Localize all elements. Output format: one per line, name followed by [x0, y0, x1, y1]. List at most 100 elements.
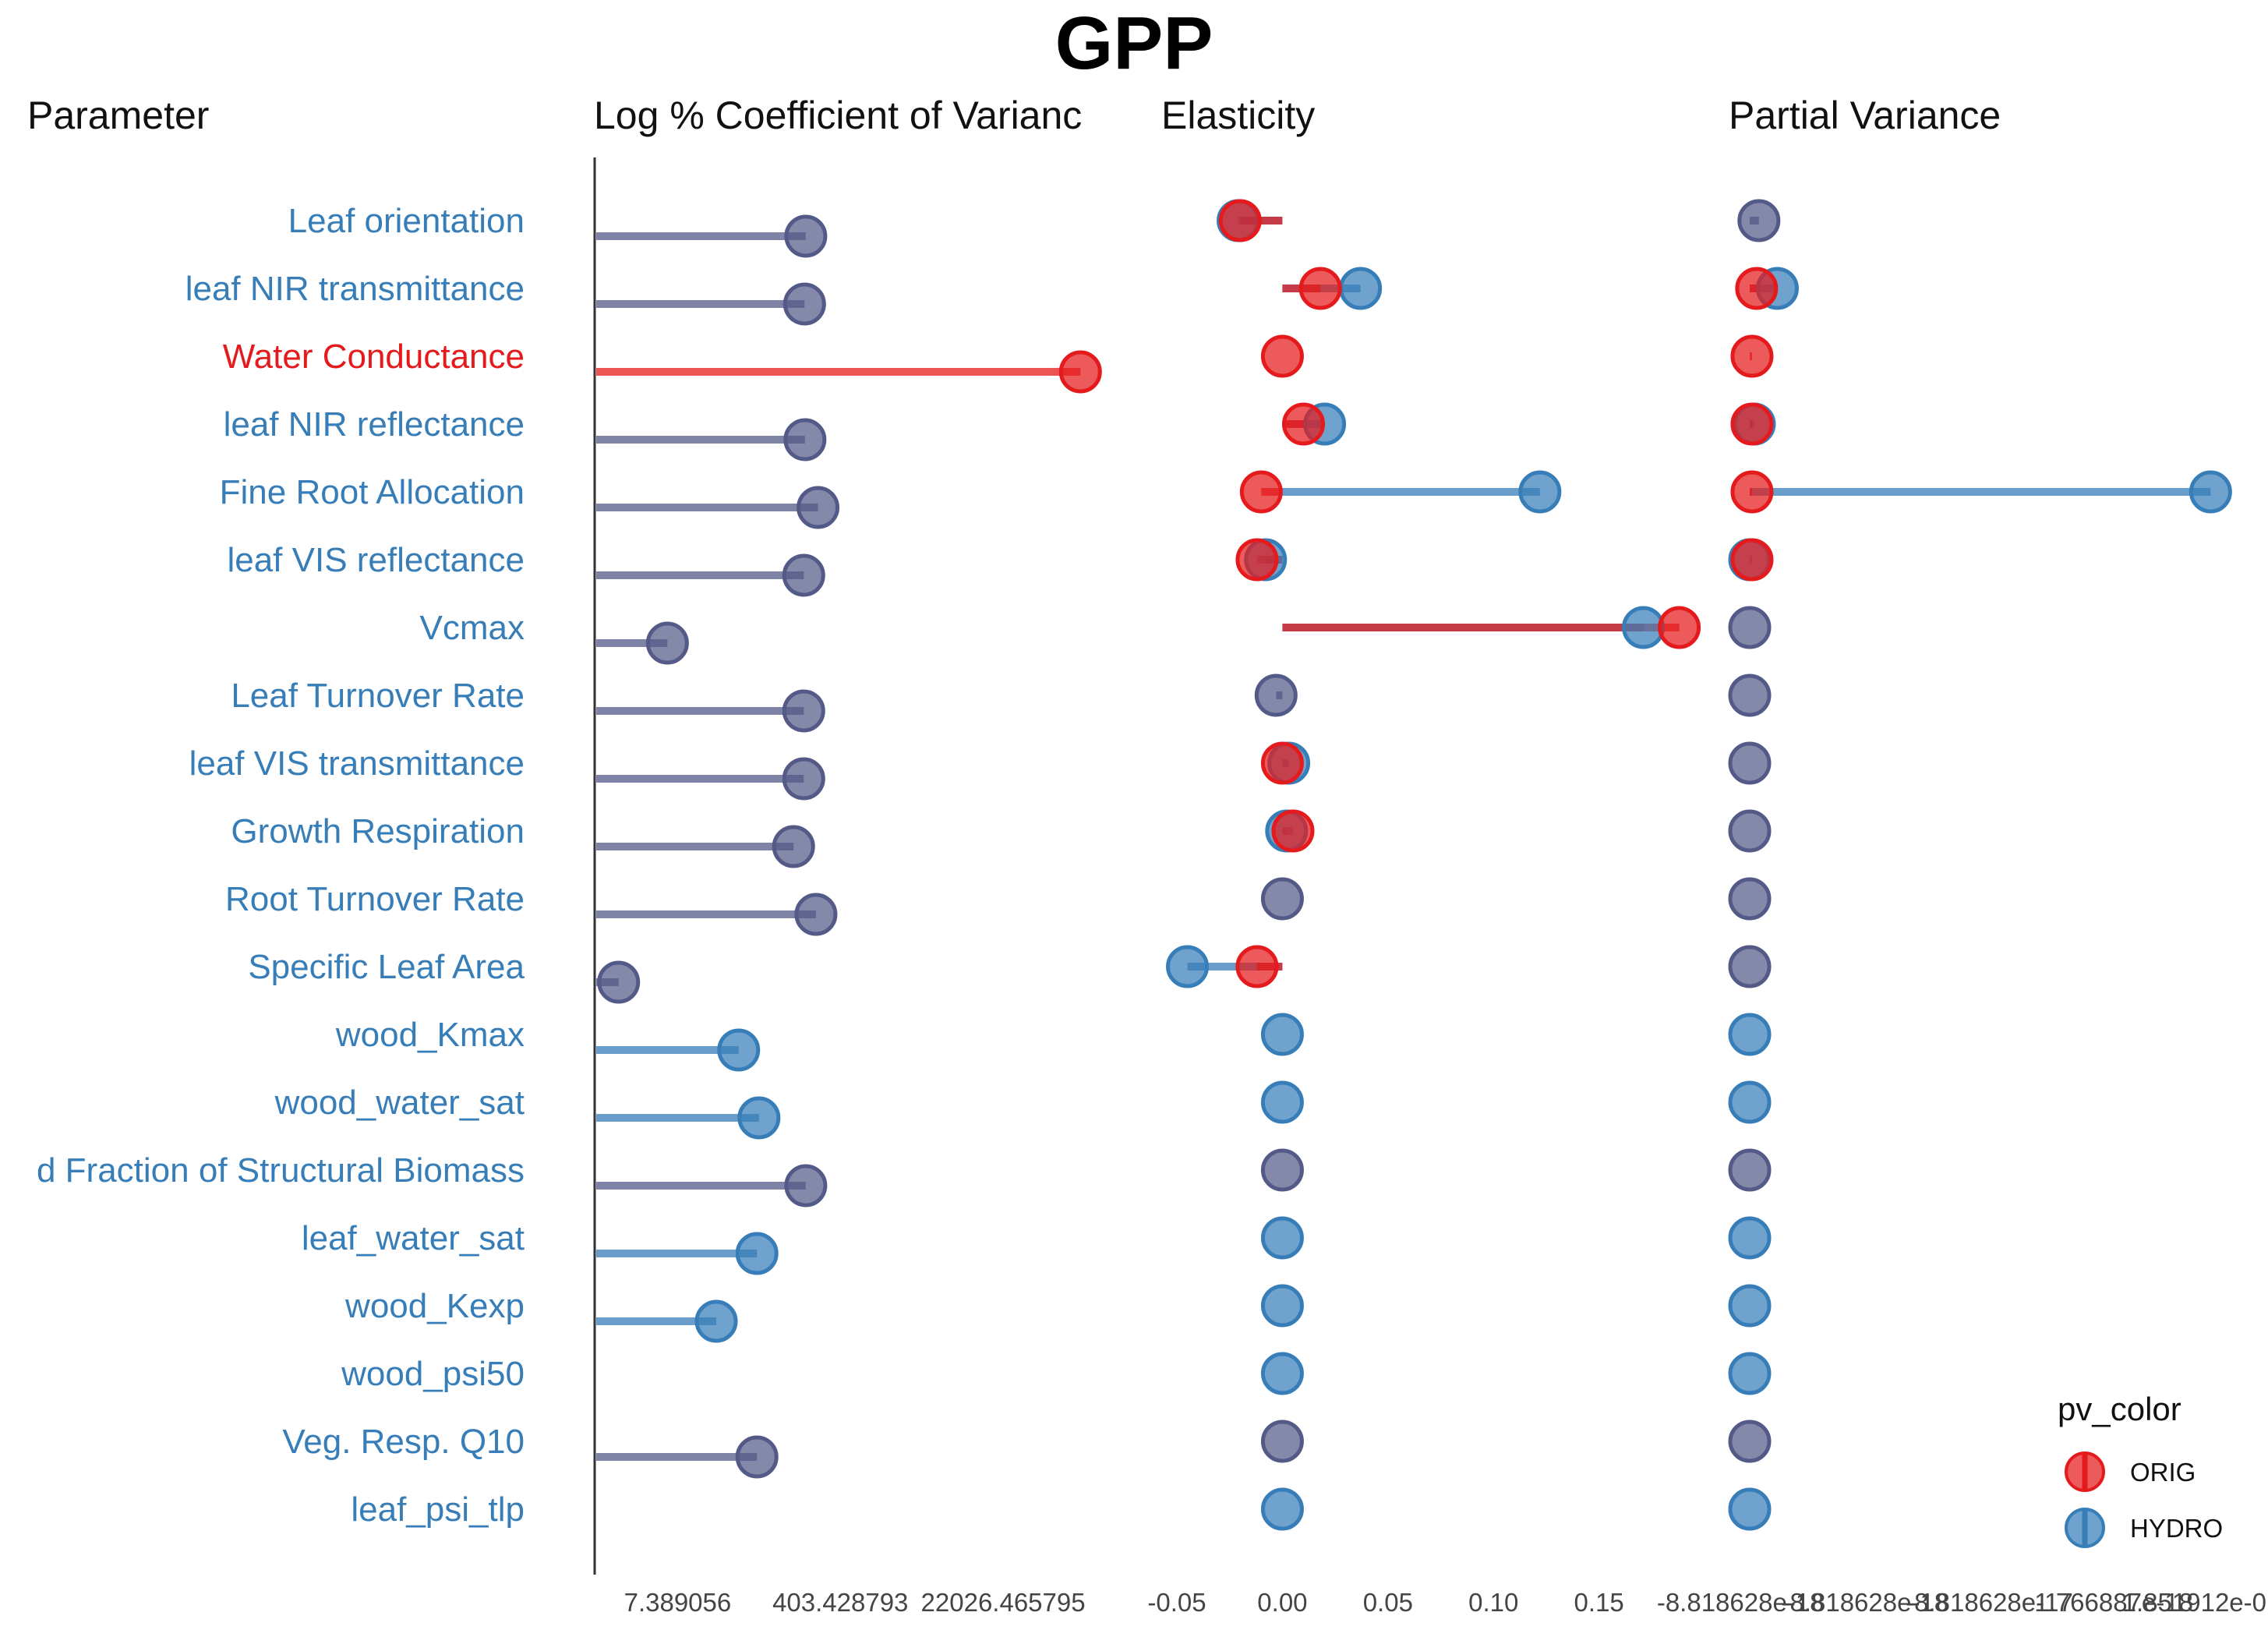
pv-point-both: [1728, 945, 1772, 988]
cv-point-hydro: [694, 1299, 738, 1343]
pv-point-hydro: [1728, 1080, 1772, 1124]
pv-point-hydro: [1728, 1487, 1772, 1531]
el-point-hydro: [1260, 1216, 1304, 1260]
elasticity-panel: [1166, 199, 1701, 1531]
parameter-label: Leaf Turnover Rate: [231, 677, 525, 715]
parameter-label: Root Turnover Rate: [225, 880, 525, 918]
chart-title: GPP: [1055, 2, 1213, 85]
pv-point-hydro: [1728, 1216, 1772, 1260]
el-point-both: [1260, 1148, 1304, 1192]
legend-label-hydro: HYDRO: [2130, 1514, 2223, 1543]
cv-point-both: [784, 1164, 828, 1207]
parameter-label: Veg. Resp. Q10: [282, 1423, 525, 1461]
parameter-label: leaf VIS transmittance: [189, 744, 525, 783]
parameter-label: Fine Root Allocation: [220, 473, 525, 511]
legend-label-orig: ORIG: [2130, 1458, 2196, 1487]
pv-point-hydro: [2189, 470, 2232, 514]
pv-point-orig: [1730, 538, 1774, 582]
cv-point-both: [782, 282, 826, 326]
cv-point-both: [735, 1435, 779, 1479]
parameter-label: d Fraction of Structural Biomass: [37, 1151, 525, 1190]
pv-tick-label: -8.818628e-18: [1657, 1588, 1825, 1617]
parameter-label: wood_Kexp: [344, 1287, 525, 1325]
panel-title-elasticity: Elasticity: [1161, 94, 1315, 137]
el-point-orig: [1282, 402, 1325, 446]
el-point-hydro: [1622, 606, 1666, 649]
cv-panel: [596, 214, 1102, 1479]
cv-point-both: [645, 621, 689, 665]
parameter-label: wood_Kmax: [335, 1016, 525, 1054]
el-point-orig: [1658, 606, 1701, 649]
el-tick-label: 0.00: [1257, 1588, 1307, 1617]
el-point-orig: [1298, 267, 1342, 310]
pv-tick-label: 1.851912e-01: [2122, 1588, 2268, 1617]
pv-point-orig: [1730, 470, 1774, 514]
panel-title-partial-variance: Partial Variance: [1729, 94, 2001, 137]
pv-point-both: [1728, 674, 1772, 717]
cv-point-both: [794, 893, 838, 936]
pv-point-orig: [1735, 267, 1779, 310]
cv-point-both: [772, 825, 815, 868]
el-point-hydro: [1339, 267, 1383, 310]
cv-point-orig: [1058, 350, 1102, 394]
legend-title: pv_color: [2058, 1391, 2181, 1427]
cv-tick-label: 403.428793: [772, 1588, 908, 1617]
parameter-label: Leaf orientation: [288, 202, 525, 240]
el-point-orig: [1235, 538, 1279, 582]
pv-point-both: [1728, 1148, 1772, 1192]
cv-tick-label: 22026.465795: [921, 1588, 1086, 1617]
cv-point-both: [783, 418, 827, 461]
el-tick-label: 0.05: [1363, 1588, 1413, 1617]
el-point-hydro: [1260, 1487, 1304, 1531]
parameter-label: leaf VIS reflectance: [227, 541, 525, 579]
el-point-hydro: [1260, 1013, 1304, 1056]
el-point-hydro: [1518, 470, 1562, 514]
el-point-both: [1254, 674, 1298, 717]
pv-tick-label: 1.766887e-18: [2034, 1588, 2193, 1617]
parameter-labels: Leaf orientation leaf NIR transmittance Wa…: [37, 202, 525, 1529]
partial-variance-panel: [1728, 199, 2232, 1531]
parameter-label: Vcmax: [420, 609, 525, 647]
cv-point-both: [784, 214, 828, 258]
cv-point-both: [782, 689, 825, 733]
parameter-label: leaf_psi_tlp: [351, 1490, 525, 1529]
el-point-hydro: [1166, 945, 1210, 988]
el-point-hydro: [1260, 1352, 1304, 1395]
el-point-both: [1260, 1420, 1304, 1463]
panel-title-parameter: Parameter: [27, 94, 209, 137]
pv-point-both: [1728, 1420, 1772, 1463]
parameter-label: Specific Leaf Area: [248, 948, 525, 986]
pv-point-both: [1728, 809, 1772, 853]
parameter-label: wood_water_sat: [274, 1084, 525, 1122]
pv-point-both: [1728, 877, 1772, 921]
el-tick-label: 0.10: [1468, 1588, 1518, 1617]
el-point-orig: [1271, 809, 1315, 853]
parameter-label: wood_psi50: [341, 1355, 525, 1393]
parameter-label: leaf_water_sat: [302, 1219, 525, 1257]
el-point-orig: [1239, 470, 1283, 514]
pv-point-orig: [1730, 334, 1774, 378]
pv-point-both: [1728, 606, 1772, 649]
cv-tick-label: 7.389056: [624, 1588, 732, 1617]
pv-point-both: [1737, 199, 1781, 242]
parameter-label: Water Conductance: [223, 338, 525, 376]
panel-title-cv: Log % Coefficient of Varianc: [594, 94, 1082, 137]
pv-point-orig: [1730, 402, 1774, 446]
parameter-label: leaf NIR transmittance: [185, 270, 525, 308]
pv-tick-label: -8.818628e-17: [1906, 1588, 2073, 1617]
el-point-hydro: [1260, 1080, 1304, 1124]
cv-point-both: [797, 486, 840, 529]
pv-point-hydro: [1728, 1352, 1772, 1395]
cv-point-both: [597, 960, 641, 1004]
parameter-label: leaf NIR reflectance: [224, 405, 525, 444]
el-point-both: [1260, 877, 1304, 921]
el-point-hydro: [1260, 1284, 1304, 1328]
cv-point-hydro: [737, 1096, 781, 1140]
pv-point-hydro: [1728, 1013, 1772, 1056]
parameter-label: Growth Respiration: [231, 812, 525, 850]
el-point-orig: [1218, 199, 1262, 242]
pv-tick-label: -8.818628e-18: [1781, 1588, 1948, 1617]
cv-point-hydro: [735, 1232, 779, 1275]
legend: pv_color ORIG HYDRO: [2058, 1391, 2223, 1548]
